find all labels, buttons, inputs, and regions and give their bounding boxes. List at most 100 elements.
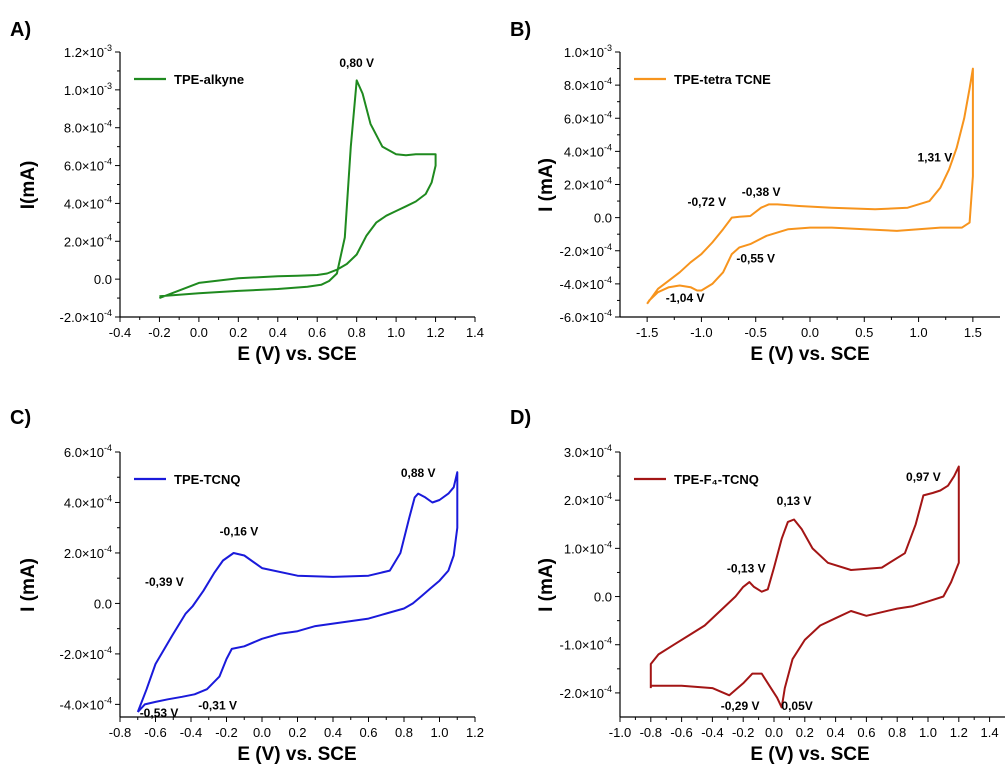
x-tick-label: 1.2 xyxy=(466,725,484,740)
y-tick-label: 4.0×10-4 xyxy=(64,493,112,510)
x-tick-label: -0.5 xyxy=(745,325,767,340)
y-tick-label: 8.0×10-4 xyxy=(564,76,612,93)
peak-annotation: -0,31 V xyxy=(198,698,237,712)
y-axis-label: I(mA) xyxy=(18,161,39,210)
legend-label: TPE-tetra TCNE xyxy=(674,72,771,87)
y-tick-label: -2.0×10-4 xyxy=(60,308,112,325)
x-tick-label: -0.2 xyxy=(148,325,170,340)
panel-label: A) xyxy=(10,19,31,41)
x-tick-label: -0.4 xyxy=(109,325,131,340)
peak-annotation: -0,39 V xyxy=(145,575,184,589)
x-tick-label: 0.5 xyxy=(855,325,873,340)
legend-label: TPE-alkyne xyxy=(174,72,244,87)
x-tick-label: 1.0 xyxy=(430,725,448,740)
x-tick-label: -0.6 xyxy=(144,725,166,740)
x-tick-label: -1.5 xyxy=(636,325,658,340)
peak-annotation: 1,31 V xyxy=(918,150,953,164)
y-tick-label: 1.0×10-4 xyxy=(564,539,612,556)
y-tick-label: 3.0×10-4 xyxy=(564,443,612,460)
x-tick-label: 1.4 xyxy=(466,325,484,340)
y-tick-label: 1.0×10-3 xyxy=(564,43,612,60)
x-tick-label: 0.2 xyxy=(229,325,247,340)
x-tick-label: -1.0 xyxy=(609,725,631,740)
x-tick-label: 1.5 xyxy=(964,325,982,340)
peak-annotation: -0,16 V xyxy=(220,524,259,538)
x-tick-label: 0.6 xyxy=(308,325,326,340)
x-axis-label: E (V) vs. SCE xyxy=(750,744,869,765)
y-tick-label: 0.0 xyxy=(94,272,112,287)
y-tick-label: -2.0×10-4 xyxy=(60,645,112,662)
peak-annotation: -0,55 V xyxy=(736,251,775,265)
panel-label: D) xyxy=(510,407,531,429)
x-tick-label: 1.2 xyxy=(950,725,968,740)
series-line xyxy=(649,465,960,709)
x-tick-label: 0.6 xyxy=(359,725,377,740)
x-tick-label: 0.4 xyxy=(827,725,845,740)
y-tick-label: 6.0×10-4 xyxy=(64,443,112,460)
y-tick-label: 0.0 xyxy=(594,211,612,226)
x-tick-label: -0.4 xyxy=(701,725,723,740)
x-tick-label: 1.0 xyxy=(910,325,928,340)
x-tick-label: -1.0 xyxy=(690,325,712,340)
y-tick-label: 2.0×10-4 xyxy=(564,176,612,193)
y-tick-label: 0.0 xyxy=(594,590,612,605)
panel-label: C) xyxy=(10,407,31,429)
y-tick-label: 6.0×10-4 xyxy=(64,157,112,174)
x-axis-label: E (V) vs. SCE xyxy=(237,344,356,365)
x-tick-label: 0.0 xyxy=(253,725,271,740)
x-tick-label: -0.2 xyxy=(215,725,237,740)
y-axis-label: I (mA) xyxy=(536,158,557,212)
peak-annotation: -0,38 V xyxy=(742,185,781,199)
x-tick-label: 0.2 xyxy=(288,725,306,740)
chart-panel-3: C) -0.8 -0.6 -0.4 -0.2 0.0 0.2 0.4 0.6 0.8 1.0 1.2 -… xyxy=(10,407,484,765)
x-tick-label: 1.4 xyxy=(981,725,999,740)
peak-annotation: 0,80 V xyxy=(339,56,374,70)
y-tick-label: 2.0×10-4 xyxy=(564,491,612,508)
x-tick-label: 1.0 xyxy=(919,725,937,740)
x-axis-label: E (V) vs. SCE xyxy=(237,744,356,765)
y-tick-label: -2.0×10-4 xyxy=(560,684,612,701)
y-tick-label: -4.0×10-4 xyxy=(60,695,112,712)
x-tick-label: 0.0 xyxy=(190,325,208,340)
x-tick-label: 0.6 xyxy=(857,725,875,740)
x-tick-label: 0.8 xyxy=(395,725,413,740)
y-axis-label: I (mA) xyxy=(18,558,39,612)
x-tick-label: 0.0 xyxy=(765,725,783,740)
y-tick-label: 2.0×10-4 xyxy=(64,544,112,561)
series-line xyxy=(646,67,974,305)
y-tick-label: 1.2×10-3 xyxy=(64,43,112,60)
x-tick-label: 0.2 xyxy=(796,725,814,740)
series-line xyxy=(159,79,437,300)
x-tick-label: 0.4 xyxy=(324,725,342,740)
x-tick-label: -0.4 xyxy=(180,725,202,740)
peak-annotation: 0,13 V xyxy=(777,494,812,508)
y-tick-label: -6.0×10-4 xyxy=(560,308,612,325)
chart-panel-4: D) -1.0 -0.8 -0.6 -0.4 -0.2 0.0 0.2 0.4 0.6 0.8 1.0… xyxy=(510,407,1005,765)
peak-annotation: -0,53 V xyxy=(140,706,179,720)
y-tick-label: -1.0×10-4 xyxy=(560,636,612,653)
x-tick-label: 0.0 xyxy=(801,325,819,340)
legend-label: TPE-F₄-TCNQ xyxy=(674,472,759,487)
x-tick-label: 0.4 xyxy=(269,325,287,340)
y-tick-label: -2.0×10-4 xyxy=(560,242,612,259)
legend-label: TPE-TCNQ xyxy=(174,472,240,487)
y-tick-label: 1.0×10-3 xyxy=(64,81,112,98)
x-tick-label: 0.8 xyxy=(888,725,906,740)
y-axis-label: I (mA) xyxy=(536,558,557,612)
x-tick-label: 1.0 xyxy=(387,325,405,340)
y-tick-label: 8.0×10-4 xyxy=(64,119,112,136)
peak-annotation: -1,04 V xyxy=(666,291,705,305)
chart-panel-2: B) -1.5 -1.0 -0.5 0.0 0.5 1.0 1.5 -6.0×10-4 -4.0×… xyxy=(510,19,1000,365)
x-tick-label: 1.2 xyxy=(427,325,445,340)
y-tick-label: 6.0×10-4 xyxy=(564,109,612,126)
x-tick-label: -0.8 xyxy=(640,725,662,740)
x-tick-label: -0.8 xyxy=(109,725,131,740)
x-axis-label: E (V) vs. SCE xyxy=(750,344,869,365)
peak-annotation: 0,97 V xyxy=(906,470,941,484)
x-tick-label: -0.6 xyxy=(670,725,692,740)
series-line xyxy=(136,471,459,713)
peak-annotation: -0,13 V xyxy=(727,561,766,575)
x-tick-label: 0.8 xyxy=(348,325,366,340)
chart-panel-1: A) -0.4 -0.2 0.0 0.2 0.4 0.6 0.8 1.0 1.2 1.4 -2.0×1… xyxy=(10,19,484,365)
